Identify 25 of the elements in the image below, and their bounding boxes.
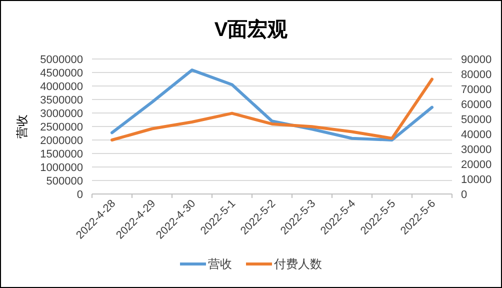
y2-tick-label: 50000 (461, 114, 492, 126)
y-tick-label: 2500000 (40, 122, 83, 134)
y-tick-label: 2000000 (40, 135, 83, 147)
y2-tick-label: 90000 (461, 54, 492, 66)
y-tick-label: 4000000 (40, 81, 83, 93)
y2-tick-label: 0 (461, 189, 468, 201)
y-tick-label: 3000000 (40, 108, 83, 120)
y-tick-label: 3500000 (40, 94, 83, 106)
y2-tick-label: 80000 (461, 69, 492, 81)
y2-tick-label: 70000 (461, 84, 492, 96)
chart-title: V面宏观 (214, 18, 289, 41)
legend-label: 营收 (208, 257, 232, 271)
y2-tick-label: 40000 (461, 129, 492, 141)
y2-tick-label: 20000 (461, 159, 492, 171)
y-axis-title: 营收 (15, 114, 29, 138)
y-tick-label: 4500000 (40, 68, 83, 80)
y-tick-label: 0 (76, 189, 83, 201)
y2-tick-label: 10000 (461, 174, 492, 186)
y2-tick-label: 60000 (461, 99, 492, 111)
legend-label: 付费人数 (273, 257, 322, 271)
y-tick-label: 1000000 (40, 162, 83, 174)
y2-tick-label: 30000 (461, 144, 492, 156)
y-tick-label: 500000 (46, 176, 83, 188)
y-tick-label: 5000000 (40, 54, 83, 66)
y-tick-label: 1500000 (40, 148, 83, 160)
